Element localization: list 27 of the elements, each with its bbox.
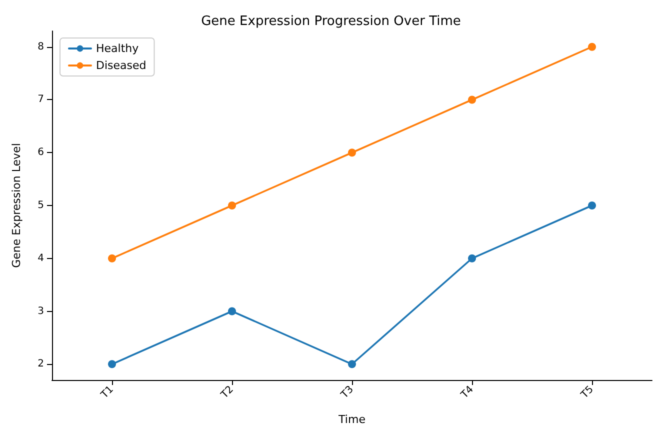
point — [228, 202, 236, 210]
legend-label: Healthy — [96, 42, 140, 55]
legend-label: Diseased — [96, 59, 146, 72]
y-tick-label: 2 — [38, 358, 44, 370]
chart-title: Gene Expression Progression Over Time — [201, 14, 461, 29]
point — [108, 360, 116, 368]
point — [348, 360, 356, 368]
y-tick-label: 7 — [38, 94, 44, 106]
x-axis-title: Time — [338, 413, 366, 426]
point — [588, 42, 596, 51]
y-tick-label: 8 — [38, 41, 44, 52]
point — [588, 202, 596, 210]
y-tick-label: 5 — [38, 200, 44, 211]
y-tick-label: 3 — [38, 306, 44, 317]
x-tick-label: T1 — [98, 384, 116, 402]
point — [228, 307, 236, 316]
x-tick-label: T5 — [578, 384, 596, 402]
x-tick-label: T4 — [458, 384, 476, 402]
y-tick-label: 6 — [38, 147, 44, 158]
y-axis-title: Gene Expression Level — [10, 143, 23, 268]
point — [468, 96, 476, 104]
point — [468, 254, 476, 262]
point — [108, 254, 116, 262]
x-tick-label: T2 — [218, 384, 236, 402]
x-tick-label: T3 — [338, 384, 356, 402]
y-tick-label: 4 — [38, 252, 44, 264]
point — [348, 148, 356, 157]
